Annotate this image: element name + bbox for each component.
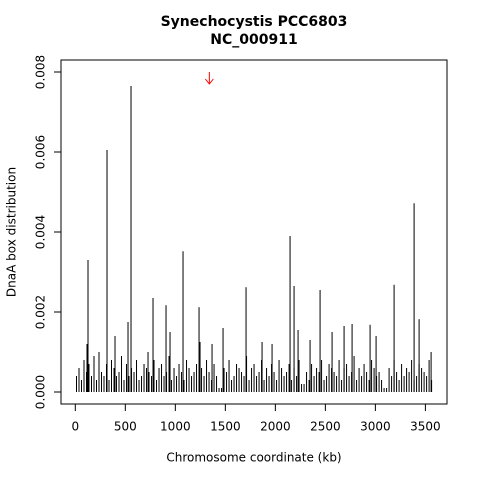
chart-subtitle: NC_000911 (210, 32, 297, 48)
y-axis-label: DnaA box distribution (5, 167, 19, 297)
y-tick-label: 0.008 (34, 55, 48, 89)
x-tick-label: 2000 (260, 420, 291, 434)
y-tick-label: 0.006 (34, 135, 48, 169)
chart-title: Synechocystis PCC6803 (161, 14, 348, 30)
x-tick-label: 3000 (360, 420, 391, 434)
x-tick-label: 3500 (410, 420, 441, 434)
y-tick-label: 0.004 (34, 215, 48, 249)
x-axis-label: Chromosome coordinate (kb) (166, 451, 341, 465)
x-tick-label: 1500 (210, 420, 241, 434)
x-tick-label: 1000 (160, 420, 191, 434)
y-tick-label: 0.000 (34, 375, 48, 409)
arrow-head (204, 78, 214, 85)
x-tick-label: 500 (114, 420, 137, 434)
x-tick-label: 2500 (310, 420, 341, 434)
x-tick-label: 0 (71, 420, 79, 434)
y-tick-label: 0.002 (34, 295, 48, 329)
